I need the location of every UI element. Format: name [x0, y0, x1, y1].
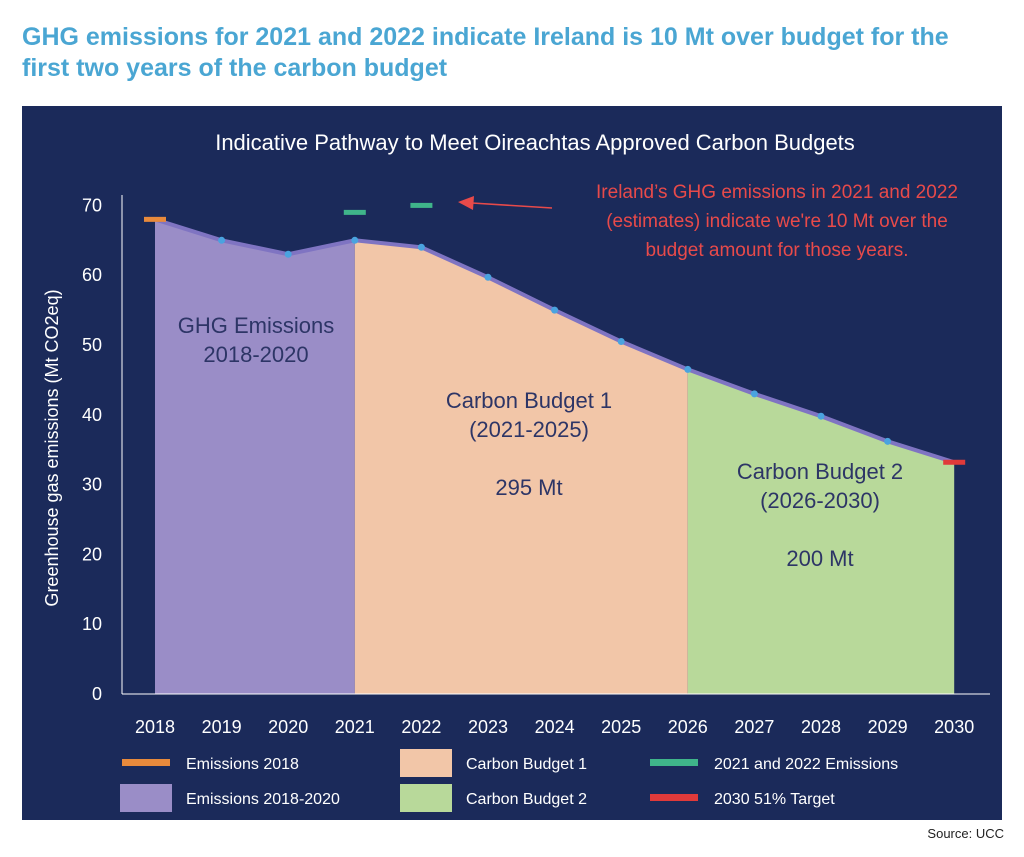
x-tick-label: 2019: [202, 717, 242, 737]
data-point: [484, 273, 492, 281]
legend-label: 2021 and 2022 Emissions: [714, 756, 898, 773]
area-regions: [155, 219, 955, 695]
y-tick-label: 70: [82, 195, 102, 215]
x-tick-label: 2018: [135, 717, 175, 737]
region-label-budget2: Carbon Budget 2: [737, 459, 903, 484]
data-point: [551, 306, 559, 314]
y-tick-label: 60: [82, 265, 102, 285]
legend-swatch: [650, 794, 698, 801]
legend-swatch: [120, 784, 172, 812]
y-tick-label: 0: [92, 684, 102, 704]
legend-label: 2030 51% Target: [714, 791, 835, 808]
data-point: [684, 365, 692, 373]
legend-swatch: [400, 749, 452, 777]
marker_2018-marker: [144, 216, 166, 222]
region-labels: GHG Emissions 2018-2020 Carbon Budget 1 (20…: [178, 313, 903, 571]
legend-label: Emissions 2018-2020: [186, 791, 340, 808]
region-label-budget1: (2021-2025): [469, 417, 589, 442]
data-point: [817, 412, 825, 420]
data-point: [218, 236, 226, 244]
chart-title: Indicative Pathway to Meet Oireachtas Ap…: [215, 130, 855, 155]
source-note: Source: UCC: [927, 826, 1004, 841]
region-label-budget1: 295 Mt: [495, 475, 562, 500]
y-axis-label: Greenhouse gas emissions (Mt CO2eq): [42, 289, 62, 606]
x-tick-label: 2022: [401, 717, 441, 737]
region-label-emissions: 2018-2020: [203, 342, 308, 367]
x-tick-label: 2026: [668, 717, 708, 737]
annotation: Ireland’s GHG emissions in 2021 and 2022…: [458, 182, 958, 261]
data-point: [284, 250, 292, 258]
legend: Emissions 2018 Carbon Budget 1 2021 and 20…: [120, 749, 898, 812]
legend-swatch: [650, 759, 698, 766]
annotation-text: (estimates) indicate we're 10 Mt over th…: [606, 211, 948, 232]
page-headline: GHG emissions for 2021 and 2022 indicate…: [22, 23, 949, 82]
x-tick-label: 2023: [468, 717, 508, 737]
legend-label: Carbon Budget 1: [466, 756, 587, 773]
area-budget2: [687, 369, 955, 694]
x-tick-label: 2028: [801, 717, 841, 737]
y-tick-label: 20: [82, 544, 102, 564]
markers: [144, 202, 966, 465]
region-label-budget2: (2026-2030): [760, 488, 880, 513]
data-point: [884, 437, 892, 445]
data-point: [750, 390, 758, 398]
marker_2021_2022-marker: [343, 209, 366, 215]
annotation-text: budget amount for those years.: [646, 240, 909, 261]
data-point: [617, 338, 625, 346]
y-tick-label: 30: [82, 475, 102, 495]
y-tick-label: 10: [82, 614, 102, 634]
x-tick-label: 2021: [335, 717, 375, 737]
x-tick-label: 2027: [734, 717, 774, 737]
marker_target-marker: [943, 459, 966, 465]
legend-label: Emissions 2018: [186, 756, 299, 773]
annotation-text: Ireland’s GHG emissions in 2021 and 2022: [596, 182, 958, 203]
legend-swatch: [400, 784, 452, 812]
marker_2021_2022-marker: [410, 202, 433, 208]
x-tick-label: 2024: [535, 717, 575, 737]
legend-label: Carbon Budget 2: [466, 791, 587, 808]
annotation-arrow-line: [471, 202, 553, 209]
annotation-arrowhead: [458, 196, 474, 210]
region-label-budget1: Carbon Budget 1: [446, 388, 612, 413]
y-tick-label: 40: [82, 405, 102, 425]
data-point: [351, 236, 359, 244]
area-emissions: [155, 219, 355, 695]
region-label-emissions: GHG Emissions: [178, 313, 334, 338]
pathway-series: [154, 217, 955, 465]
data-point: [417, 243, 425, 251]
x-tick-label: 2020: [268, 717, 308, 737]
x-tick-label: 2025: [601, 717, 641, 737]
y-tick-label: 50: [82, 335, 102, 355]
region-label-budget2: 200 Mt: [786, 546, 853, 571]
x-tick-label: 2030: [934, 717, 974, 737]
legend-swatch: [122, 759, 170, 766]
x-tick-label: 2029: [868, 717, 908, 737]
area-budget1: [354, 240, 688, 695]
